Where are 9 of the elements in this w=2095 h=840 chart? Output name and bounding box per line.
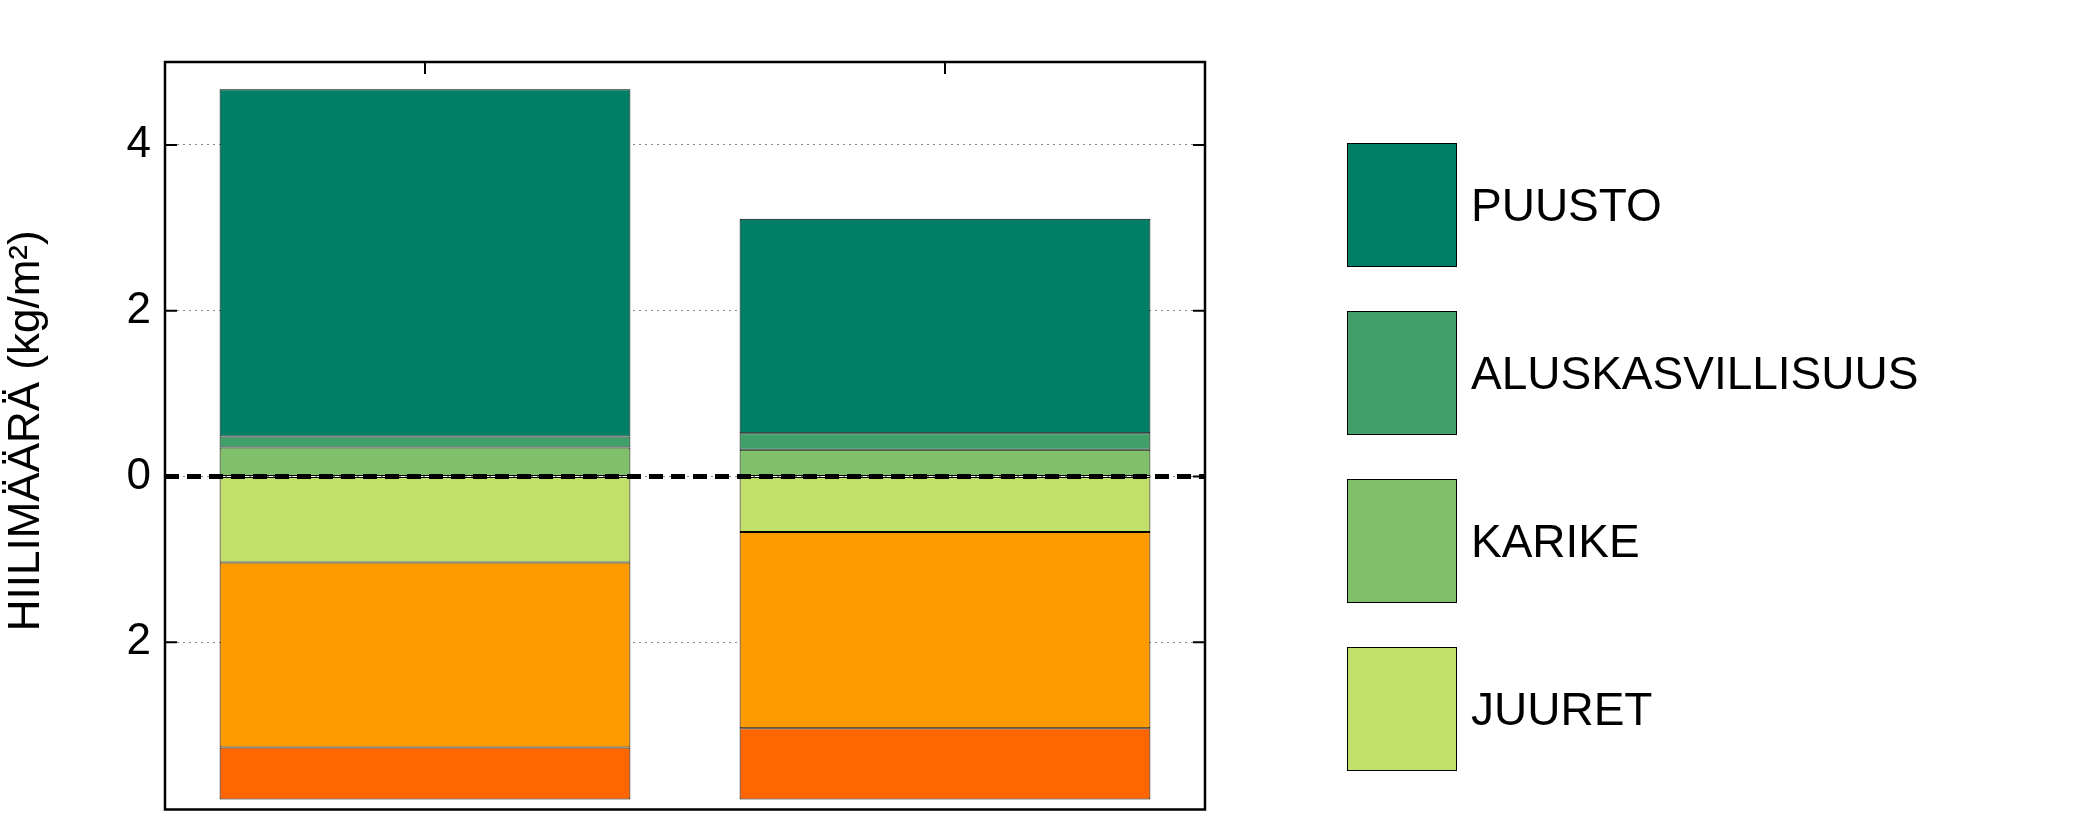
y-axis-title: HIILIMÄÄRÄ (kg/m²)	[0, 230, 48, 632]
text: ALUSKASVILLISUUS	[1471, 346, 1919, 400]
y-tick-label: 4	[126, 117, 151, 167]
y-tick-label: 2	[126, 282, 151, 332]
text: JUURET	[1471, 682, 1653, 736]
text: PUUSTO	[1471, 178, 1662, 232]
y-tick-label: 0	[126, 448, 151, 498]
text: KARIKE	[1471, 514, 1640, 568]
y-tick-label: 2	[126, 614, 151, 664]
